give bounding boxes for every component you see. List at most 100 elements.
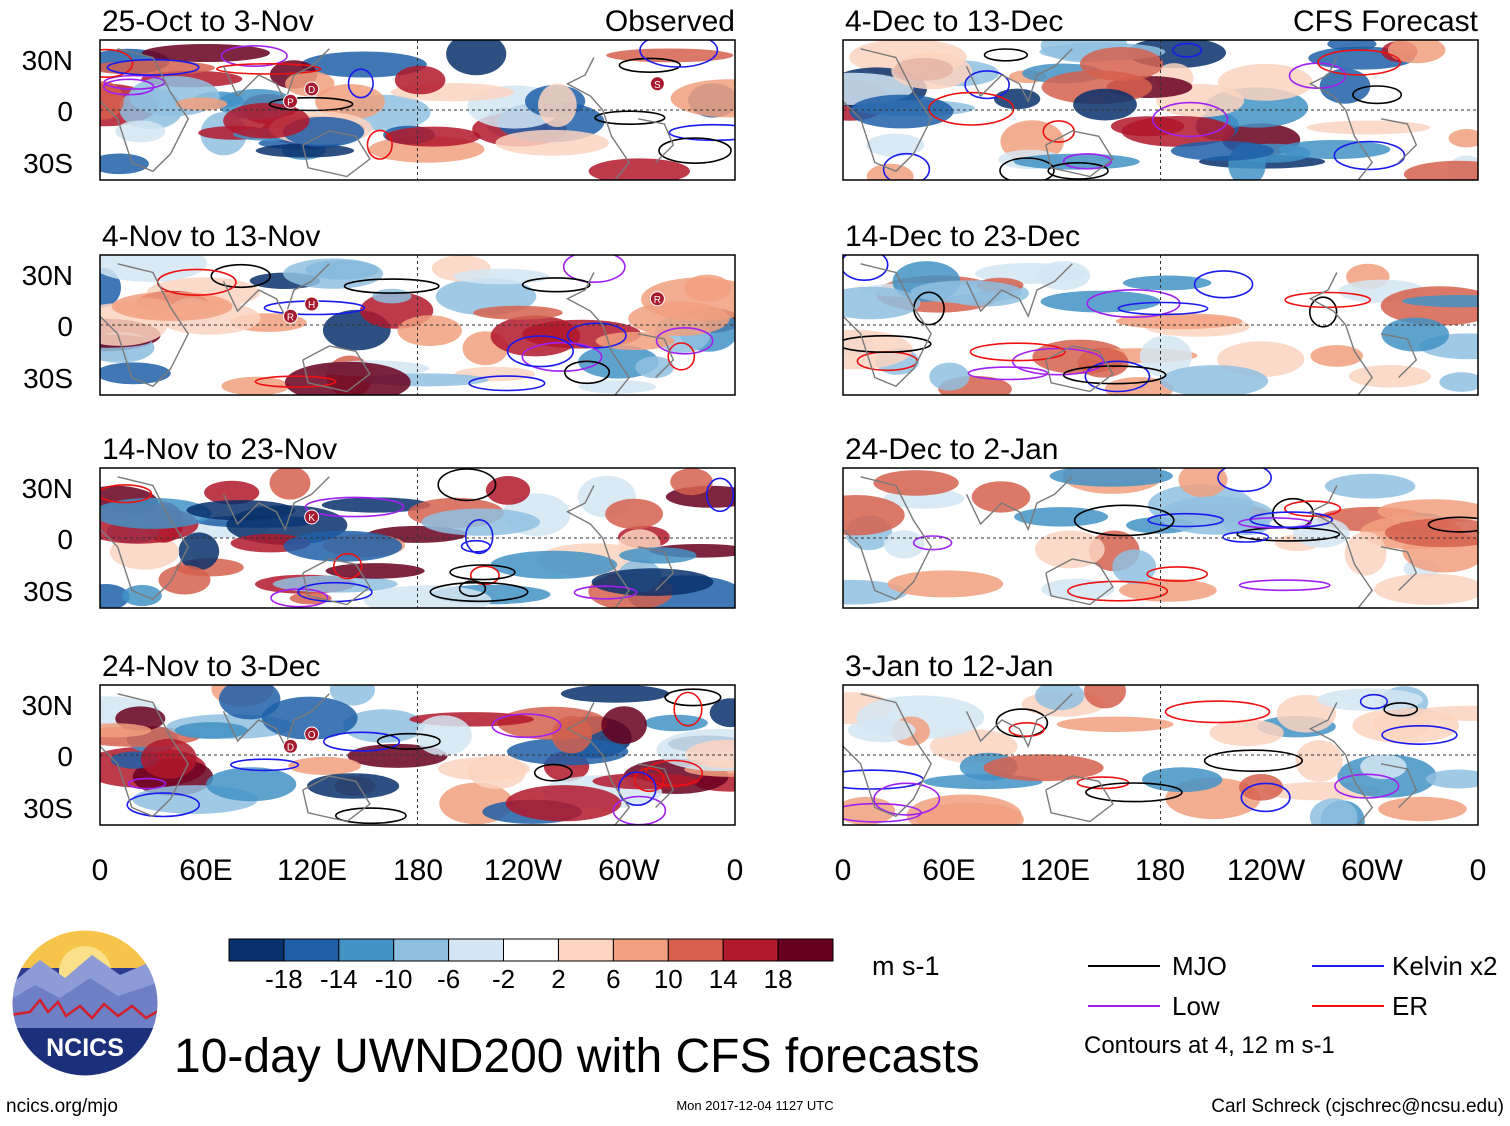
contour-line: [460, 539, 491, 553]
tc-marker-label: P: [287, 97, 294, 108]
coastline: [843, 476, 933, 601]
wind-anomaly-cell: [1348, 365, 1431, 388]
y-tick-label: 30S: [23, 148, 73, 179]
wind-anomaly-cell: [1040, 290, 1161, 313]
contour-legend: MJO Kelvin x2 Low ER Contours at 4, 12 m…: [1084, 951, 1498, 1059]
wind-anomaly-cell: [551, 715, 593, 754]
y-tick-label: 30S: [23, 363, 73, 394]
y-tick-label: 0: [57, 96, 73, 127]
coastline: [100, 693, 190, 818]
coastline: [100, 263, 190, 388]
wind-anomaly-cell: [993, 88, 1041, 110]
coastline: [965, 693, 1073, 749]
panel-title: 4-Nov to 13-Nov: [102, 220, 320, 253]
website-link[interactable]: ncics.org/mjo: [6, 1096, 118, 1117]
contour-line: [563, 360, 611, 385]
contour-line: [103, 74, 166, 90]
wind-anomaly-cell: [473, 305, 563, 320]
wind-anomaly-cell: [1142, 767, 1223, 793]
contour-line: [1240, 782, 1291, 813]
contour-line: [562, 255, 626, 283]
contour-line: [333, 552, 363, 580]
wind-anomaly-cell: [538, 83, 577, 128]
wind-anomaly-cell: [468, 754, 526, 789]
contour-line: [873, 782, 941, 816]
x-tick-label: 120E: [277, 854, 347, 887]
wind-anomaly-cell: [284, 361, 411, 395]
wind-anomaly-cell: [505, 785, 622, 822]
panel-kind-label: Observed: [605, 5, 735, 38]
shading-panel-1: [100, 40, 735, 180]
legend-label-kelvin: Kelvin x2: [1392, 951, 1498, 981]
coastline: [222, 476, 330, 532]
tc-marker: [304, 296, 320, 312]
wind-anomaly-cell: [685, 739, 735, 769]
y-tick-label: 30N: [22, 690, 73, 721]
wind-anomaly-cell: [142, 44, 270, 62]
contour-line: [1359, 693, 1388, 710]
legend-label-er: ER: [1392, 991, 1428, 1021]
wind-anomaly-cell: [843, 286, 921, 320]
logo-text: NCICS: [46, 1034, 124, 1062]
contour-line: [1084, 360, 1151, 393]
contour-line: [468, 375, 546, 392]
legend-label-mjo: MJO: [1172, 951, 1227, 981]
contour-line: [1172, 42, 1203, 58]
figure-title: 10-day UWND200 with CFS forecasts: [174, 1030, 980, 1083]
colorbar-swatch: [612, 938, 669, 962]
x-tick-label: 60E: [179, 854, 232, 887]
wind-anomaly-cell: [929, 362, 970, 391]
coastline: [1380, 118, 1418, 163]
wind-anomaly-cell: [887, 570, 1004, 598]
wind-anomaly-cell: [100, 723, 152, 738]
contour-line: [1427, 516, 1478, 533]
panel-1: D P S 25-Oct to 3-Nov Observed: [99, 5, 736, 181]
contour-line: [106, 58, 200, 76]
wind-anomaly-cell: [883, 530, 925, 559]
wind-anomaly-cell: [843, 329, 913, 370]
wind-anomaly-cell: [269, 468, 311, 500]
tc-marker: [304, 509, 320, 525]
coastline: [637, 333, 675, 378]
contour-line: [1317, 49, 1401, 76]
tc-marker-label: K: [308, 513, 315, 524]
contour-line: [573, 585, 638, 600]
contour-line: [1238, 579, 1331, 592]
panel-2: H R R 4-Nov to 13-Nov: [99, 220, 736, 396]
wind-anomaly-cell: [628, 301, 730, 336]
panel-title: 3-Jan to 12-Jan: [845, 650, 1053, 683]
contour-line: [967, 366, 1049, 381]
contour-line: [964, 70, 1011, 100]
wind-anomaly-cell: [843, 495, 905, 536]
panel-frame: [842, 254, 1479, 396]
coastline: [302, 775, 371, 823]
wind-anomaly-cell: [1317, 688, 1424, 711]
wind-anomaly-cell: [635, 356, 674, 379]
coastline: [965, 48, 1073, 104]
coastline: [1308, 272, 1374, 395]
contour-line: [1062, 153, 1113, 170]
contours-panel-6: [843, 255, 1478, 395]
contour-line: [882, 152, 931, 180]
coastline: [1308, 702, 1374, 825]
wind-anomaly-cell: [178, 532, 220, 571]
wind-anomaly-cell: [983, 754, 1104, 782]
contour-line: [1011, 347, 1105, 376]
contour-line: [1008, 721, 1045, 737]
contour-line: [1073, 504, 1175, 537]
wind-anomaly-cell: [1035, 685, 1085, 711]
wind-anomaly-cell: [1112, 549, 1157, 585]
tc-marker: [649, 291, 665, 307]
wind-anomaly-cell: [394, 65, 446, 95]
contour-line: [216, 63, 322, 75]
wind-anomaly-cell: [1073, 88, 1137, 121]
contour-line: [376, 732, 441, 750]
coastline: [1045, 130, 1114, 178]
tc-marker-label: S: [654, 80, 661, 91]
coastline: [302, 558, 371, 606]
x-tick-label: 180: [393, 854, 443, 887]
contour-line: [1283, 500, 1342, 518]
wind-anomaly-cell: [670, 79, 735, 118]
contours-panel-7: [843, 468, 1478, 608]
